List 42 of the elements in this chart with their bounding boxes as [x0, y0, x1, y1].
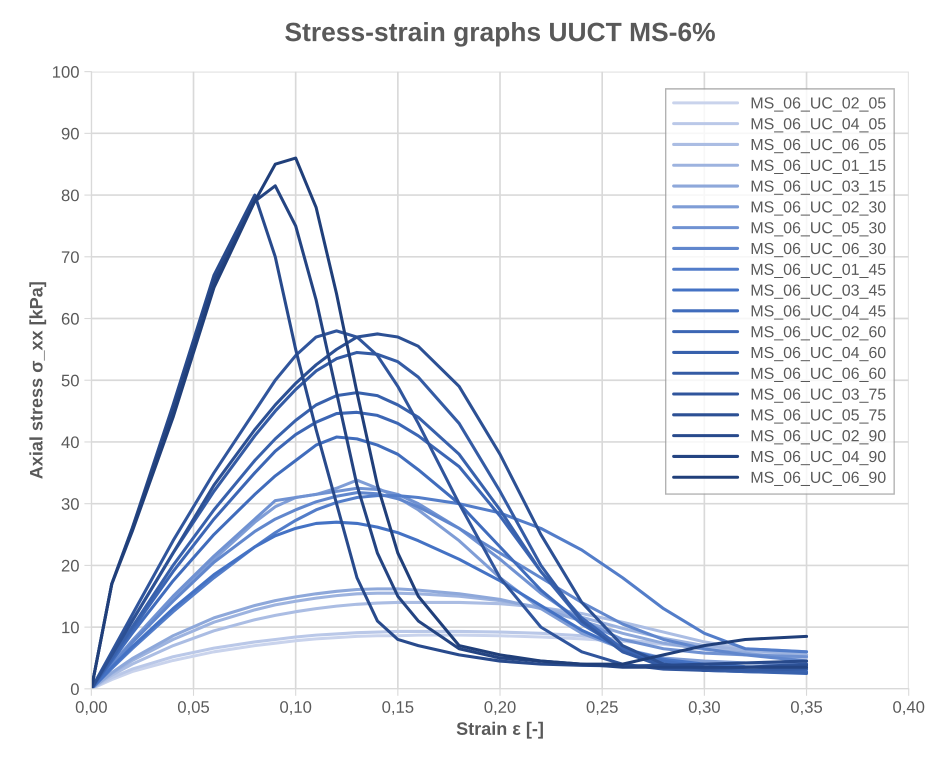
- legend-label: MS_06_UC_04_45: [752, 305, 886, 320]
- y-tick-label: 60: [62, 312, 79, 325]
- x-tick-label: 0,20: [484, 701, 516, 715]
- legend-label: MS_06_UC_05_30: [752, 222, 886, 236]
- legend-label: MS_06_UC_02_30: [752, 201, 886, 216]
- legend-label: MS_06_UC_02_05: [752, 97, 886, 112]
- x-tick-label: 0,05: [178, 701, 210, 715]
- y-tick-label: 20: [62, 560, 79, 572]
- legend-label: MS_06_UC_02_90: [752, 430, 886, 444]
- y-tick-label: 90: [62, 128, 79, 140]
- x-tick-label: 0,40: [893, 701, 924, 715]
- legend-label: MS_06_UC_03_75: [752, 388, 886, 403]
- legend-label: MS_06_UC_06_60: [752, 368, 886, 382]
- legend-label: MS_06_UC_04_05: [752, 118, 886, 132]
- legend-label: MS_06_UC_06_30: [752, 242, 886, 258]
- x-tick-label: 0,00: [76, 701, 107, 715]
- x-tick-label: 0,25: [586, 701, 618, 715]
- y-axis-title: Axial stress σ_xx [kPa]: [29, 282, 46, 479]
- legend-label: MS_06_UC_06_90: [752, 472, 886, 486]
- y-tick-label: 50: [62, 374, 79, 386]
- legend-label: MS_06_UC_01_15: [752, 160, 886, 174]
- y-tick-label: 80: [62, 189, 79, 202]
- x-tick-label: 0,15: [382, 701, 414, 715]
- legend-label: MS_06_UC_04_90: [752, 450, 886, 466]
- legend-label: MS_06_UC_03_45: [752, 284, 886, 299]
- legend-label: MS_06_UC_06_05: [752, 138, 886, 154]
- x-tick-label: 0,30: [688, 701, 720, 715]
- legend-label: MS_06_UC_05_75: [752, 409, 886, 424]
- y-tick-label: 40: [61, 436, 79, 448]
- y-tick-label: 30: [62, 498, 79, 510]
- legend-label: MS_06_UC_01_45: [752, 264, 886, 278]
- x-tick-label: 0,10: [280, 701, 312, 715]
- y-tick-label: 70: [62, 251, 79, 263]
- x-axis-title: Strain ε [-]: [456, 722, 543, 739]
- chart-title: Stress-strain graphs UUCT MS-6%: [285, 22, 715, 47]
- legend-label: MS_06_UC_02_60: [752, 326, 886, 340]
- y-tick-label: 10: [62, 622, 79, 634]
- y-tick-label: 100: [52, 66, 79, 78]
- legend-label: MS_06_UC_03_15: [752, 180, 886, 195]
- x-tick-label: 0,35: [790, 701, 822, 715]
- legend-label: MS_06_UC_04_60: [752, 346, 886, 362]
- y-tick-label: 0: [70, 683, 79, 696]
